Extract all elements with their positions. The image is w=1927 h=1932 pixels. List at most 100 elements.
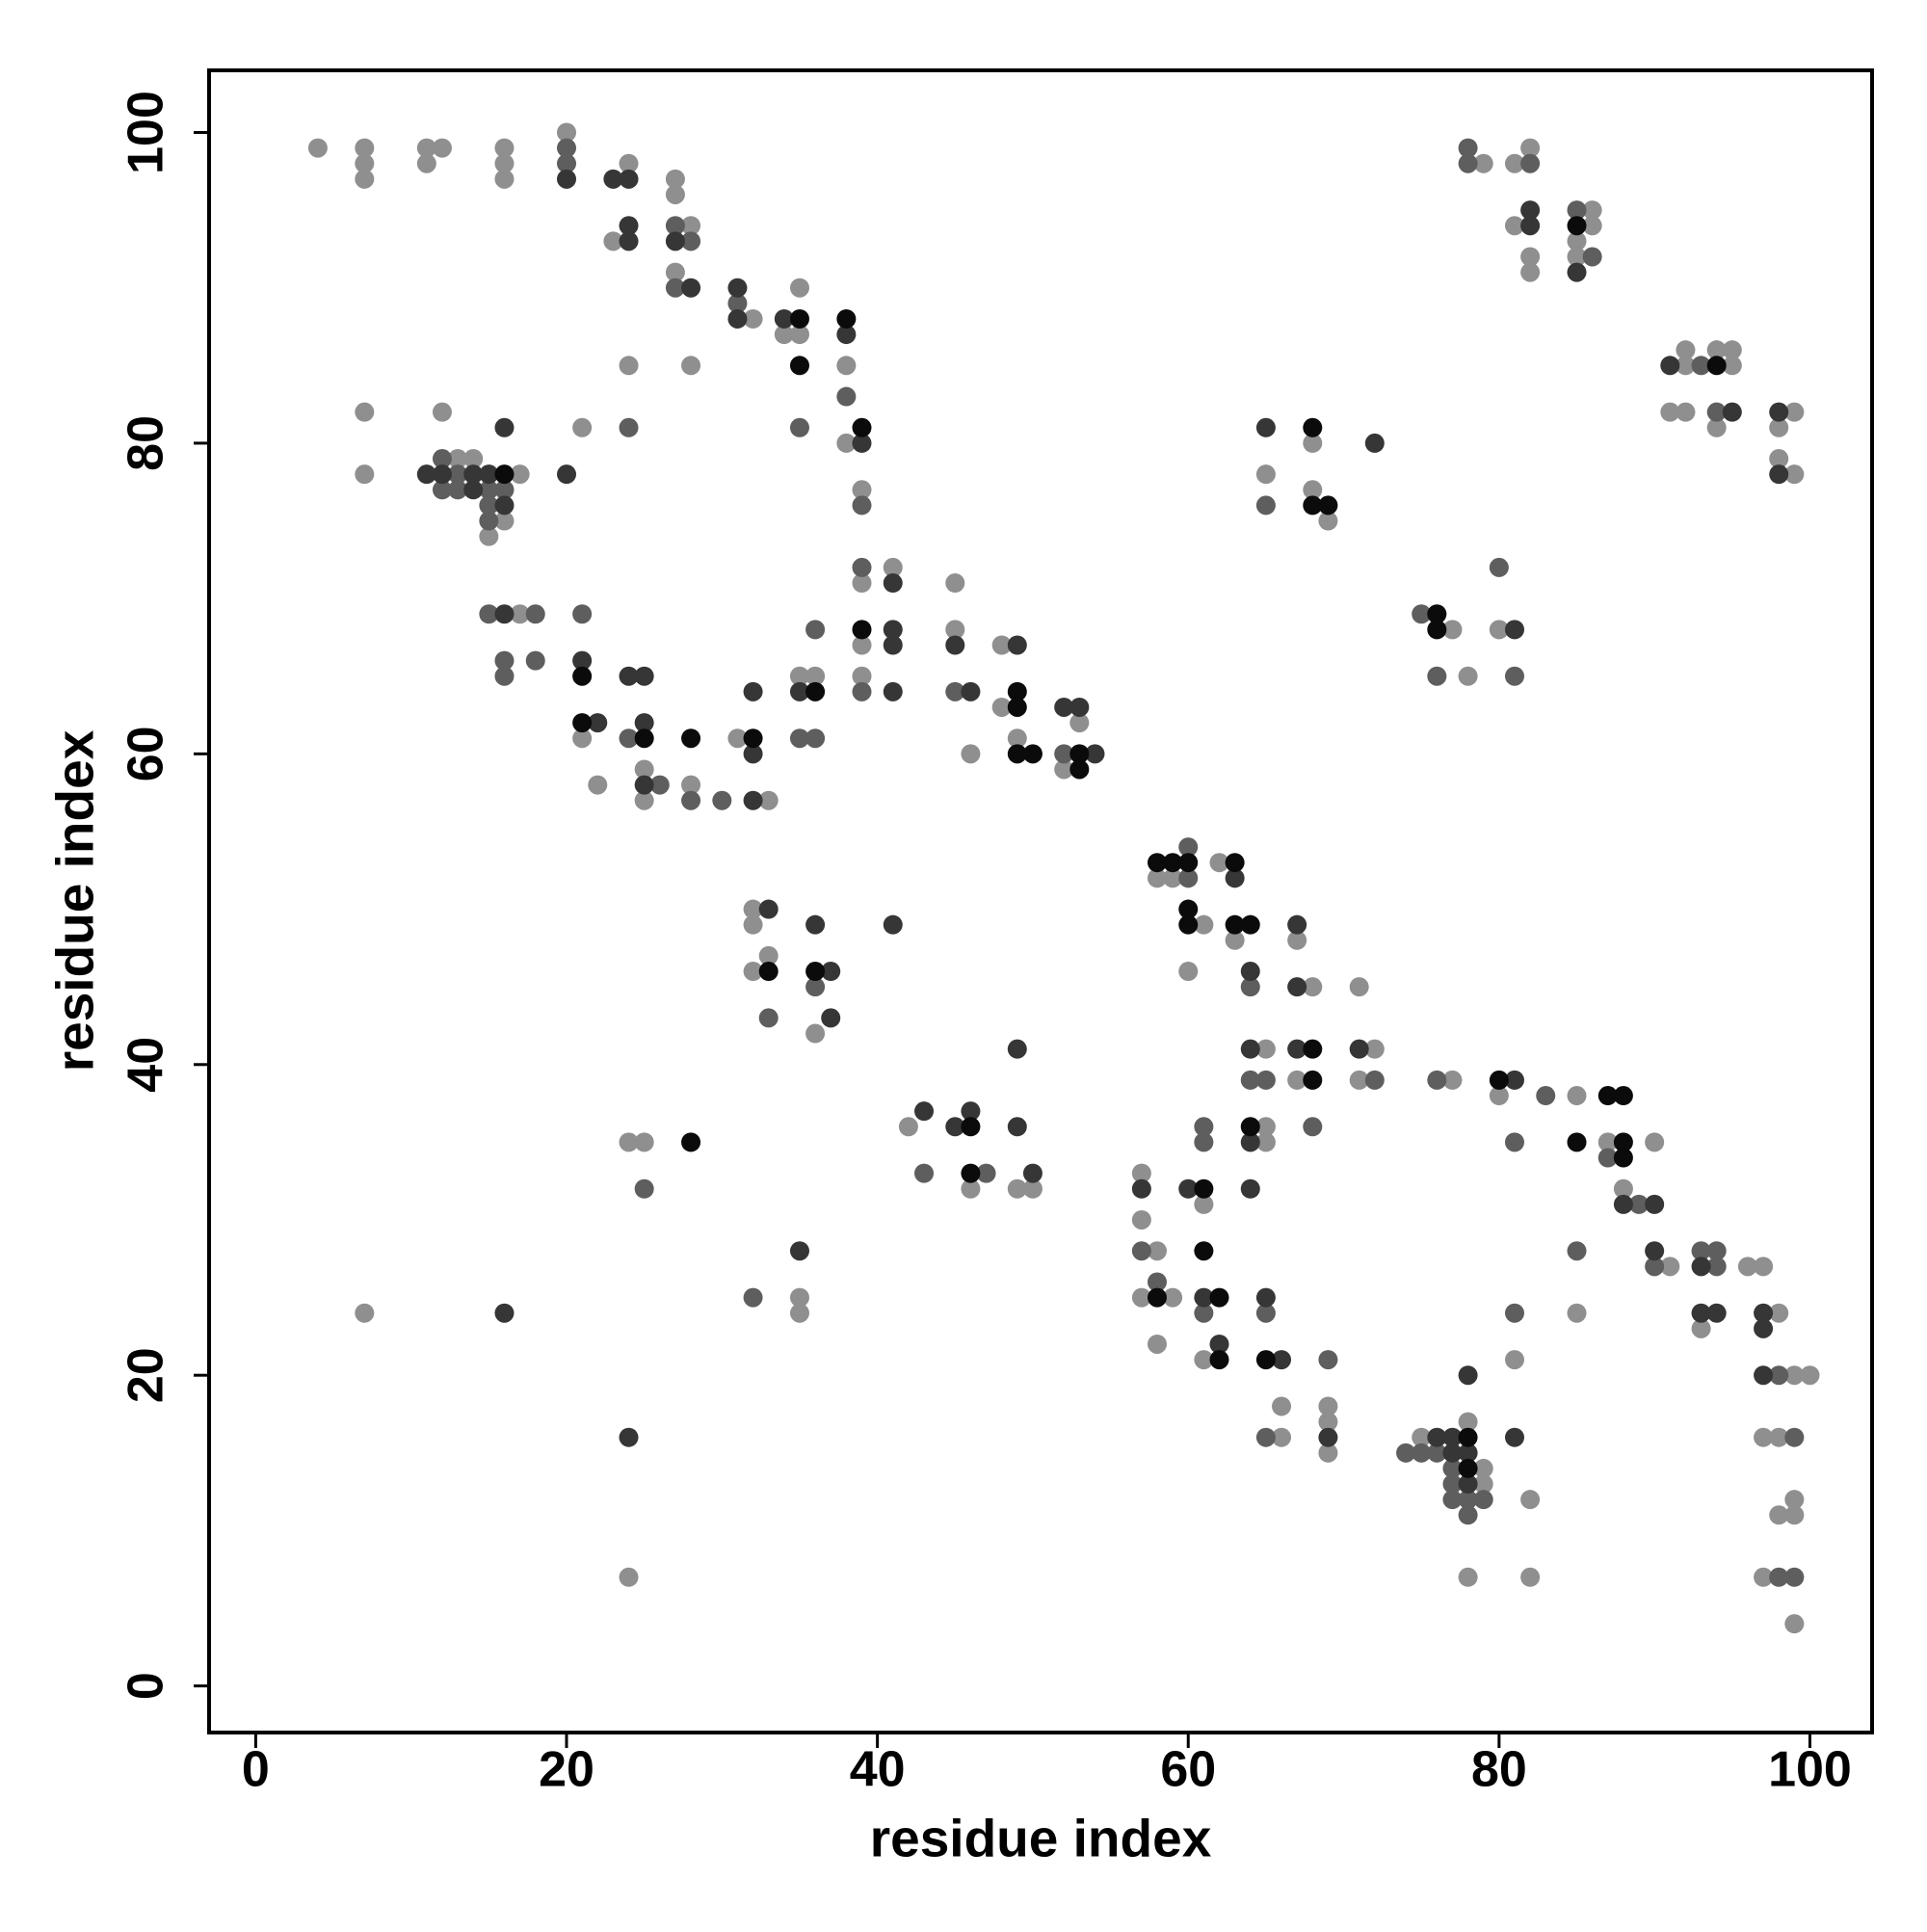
point bbox=[619, 417, 639, 437]
point bbox=[1706, 340, 1727, 360]
point bbox=[1255, 1303, 1276, 1323]
point bbox=[727, 728, 748, 749]
point bbox=[961, 1178, 981, 1199]
point bbox=[1194, 1241, 1214, 1261]
point bbox=[1489, 1086, 1509, 1106]
point bbox=[572, 417, 593, 437]
point bbox=[1131, 1178, 1151, 1199]
point bbox=[852, 681, 872, 701]
point bbox=[1613, 1178, 1633, 1199]
point bbox=[1007, 744, 1027, 764]
point bbox=[510, 464, 530, 485]
point bbox=[479, 464, 499, 485]
point bbox=[743, 899, 763, 919]
point bbox=[681, 278, 701, 298]
point bbox=[619, 1427, 639, 1447]
point bbox=[494, 480, 515, 500]
point bbox=[1318, 1427, 1338, 1447]
point bbox=[665, 231, 685, 251]
point bbox=[805, 914, 826, 935]
point bbox=[572, 666, 593, 686]
point bbox=[1178, 914, 1199, 935]
point bbox=[1364, 1039, 1385, 1059]
point bbox=[1287, 1070, 1307, 1090]
point bbox=[883, 681, 903, 701]
point bbox=[1194, 1194, 1214, 1214]
point bbox=[634, 1132, 654, 1152]
y-axis-label: residue index bbox=[45, 729, 105, 1072]
point bbox=[1272, 1396, 1292, 1416]
point bbox=[1147, 868, 1167, 888]
point bbox=[1427, 1427, 1447, 1447]
point bbox=[1194, 914, 1214, 935]
point bbox=[1240, 977, 1260, 997]
point bbox=[634, 775, 654, 795]
point bbox=[1007, 1178, 1027, 1199]
point bbox=[355, 169, 375, 189]
point bbox=[1069, 759, 1090, 780]
point bbox=[1427, 1070, 1447, 1090]
point bbox=[1567, 1132, 1587, 1152]
point bbox=[1442, 1474, 1463, 1495]
point bbox=[789, 681, 809, 701]
point bbox=[883, 914, 903, 935]
point bbox=[1349, 1070, 1369, 1090]
point bbox=[494, 464, 515, 485]
point bbox=[1691, 1241, 1711, 1261]
point bbox=[789, 325, 809, 345]
point bbox=[712, 790, 732, 810]
point bbox=[681, 728, 701, 749]
point bbox=[1318, 495, 1338, 516]
point bbox=[789, 278, 809, 298]
point bbox=[1225, 914, 1245, 935]
point bbox=[494, 169, 515, 189]
point bbox=[1255, 1070, 1276, 1090]
point bbox=[1131, 1209, 1151, 1230]
point bbox=[1303, 480, 1323, 500]
point bbox=[805, 962, 826, 982]
point bbox=[1458, 1505, 1478, 1525]
point bbox=[883, 635, 903, 655]
point bbox=[1567, 247, 1587, 267]
x-tick-label: 60 bbox=[1160, 1742, 1216, 1798]
point bbox=[1272, 1427, 1292, 1447]
point bbox=[1645, 1194, 1665, 1214]
point bbox=[619, 169, 639, 189]
point bbox=[1255, 1287, 1276, 1308]
point bbox=[432, 138, 452, 158]
point bbox=[1054, 744, 1074, 764]
point bbox=[1225, 930, 1245, 950]
point bbox=[1147, 853, 1167, 873]
point bbox=[1660, 356, 1680, 376]
y-tick-label: 20 bbox=[119, 1347, 174, 1403]
point bbox=[1582, 247, 1602, 267]
point bbox=[1240, 962, 1260, 982]
point bbox=[1504, 216, 1524, 236]
point bbox=[1209, 1287, 1229, 1308]
point bbox=[1458, 1412, 1478, 1432]
point bbox=[789, 356, 809, 376]
point bbox=[1240, 1039, 1260, 1059]
point bbox=[1784, 464, 1805, 485]
point bbox=[448, 464, 468, 485]
point bbox=[619, 1567, 639, 1587]
point bbox=[1364, 433, 1385, 453]
point bbox=[1255, 1132, 1276, 1152]
point bbox=[355, 153, 375, 173]
point bbox=[805, 728, 826, 749]
point bbox=[743, 744, 763, 764]
point bbox=[1613, 1132, 1633, 1152]
point bbox=[836, 433, 857, 453]
point bbox=[619, 231, 639, 251]
point bbox=[945, 681, 965, 701]
point bbox=[1442, 1442, 1463, 1463]
point bbox=[1458, 1567, 1478, 1587]
point bbox=[945, 573, 965, 594]
point bbox=[1442, 1070, 1463, 1090]
point bbox=[572, 650, 593, 671]
point bbox=[1318, 1350, 1338, 1370]
point bbox=[1676, 356, 1696, 376]
point bbox=[681, 231, 701, 251]
point bbox=[494, 604, 515, 624]
